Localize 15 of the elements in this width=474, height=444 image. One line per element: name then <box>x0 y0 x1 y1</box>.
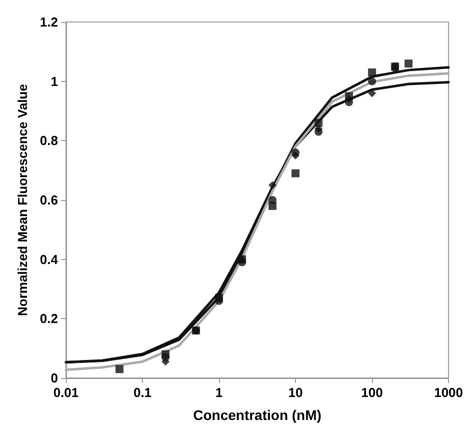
x-tick-label: 10 <box>288 385 303 400</box>
x-tick-label: 1 <box>215 385 223 400</box>
x-axis-title: Concentration (nM) <box>193 407 322 423</box>
y-tick-label: 1.2 <box>40 14 58 30</box>
y-tick-label: 1 <box>50 74 58 89</box>
y-tick-label: 0 <box>50 370 58 386</box>
y-axis-title: Normalized Mean Fluorescence Value <box>15 84 30 316</box>
y-tick-label: 0.8 <box>40 133 58 148</box>
y-tick-label: 0.4 <box>40 252 59 267</box>
y-tick-label: 0.6 <box>40 192 58 208</box>
y-tick-label: 0.2 <box>40 311 58 326</box>
x-tick-label: 0.1 <box>133 385 152 400</box>
x-tick-label: 0.01 <box>53 385 79 400</box>
x-tick-label: 1000 <box>434 385 463 400</box>
x-tick-label: 100 <box>361 385 383 400</box>
